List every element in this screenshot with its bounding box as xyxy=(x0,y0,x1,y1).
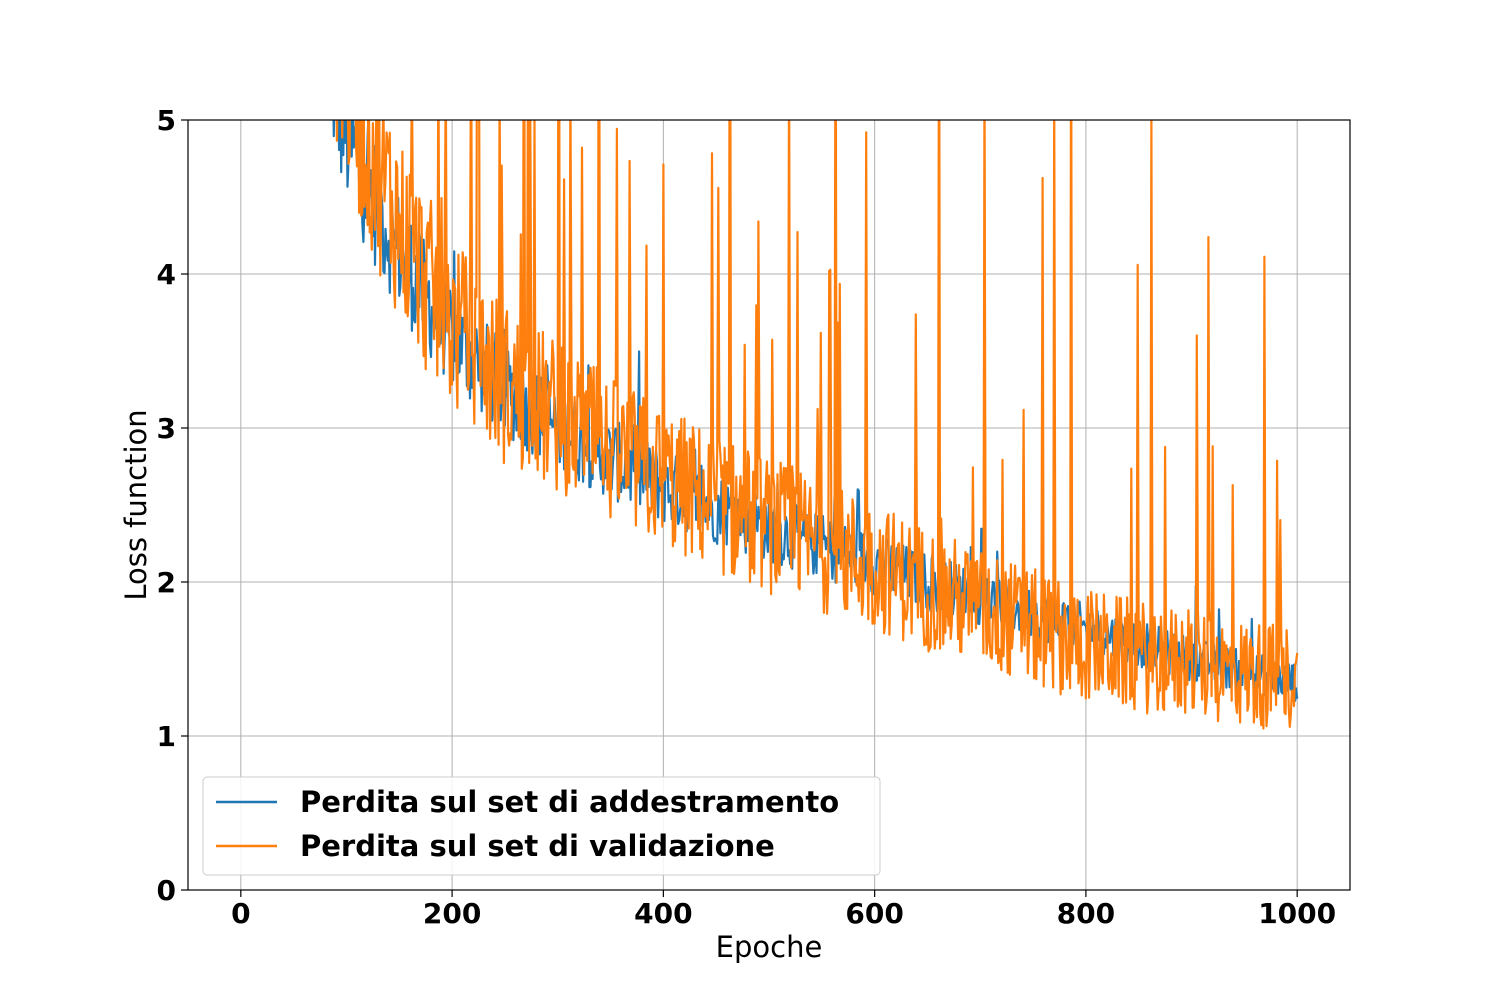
legend-label-train: Perdita sul set di addestramento xyxy=(300,785,839,819)
series-line-validation xyxy=(335,120,1299,730)
x-tick-label: 1000 xyxy=(1258,897,1336,930)
x-axis: 0 200 400 600 800 1000 xyxy=(231,890,1336,930)
y-tick-label: 0 xyxy=(157,874,176,907)
x-tick-label: 400 xyxy=(634,897,692,930)
y-tick-label: 4 xyxy=(157,258,176,291)
y-tick-label: 3 xyxy=(157,412,176,445)
legend-label-validation: Perdita sul set di validazione xyxy=(300,829,775,863)
legend-box xyxy=(202,776,881,876)
y-axis-label: Loss function xyxy=(119,409,153,600)
axes-frame xyxy=(187,119,1351,891)
x-tick-label: 0 xyxy=(231,897,250,930)
plot-area xyxy=(332,120,1299,730)
y-tick-label: 1 xyxy=(157,720,176,753)
x-tick-label: 600 xyxy=(845,897,903,930)
x-axis-label: Epoche xyxy=(716,930,823,964)
y-tick-label: 5 xyxy=(157,104,176,137)
legend: Perdita sul set di addestramento Perdita… xyxy=(202,776,881,876)
y-tick-label: 2 xyxy=(157,566,176,599)
x-tick-label: 800 xyxy=(1057,897,1115,930)
y-axis: 0 1 2 3 4 5 xyxy=(157,104,188,907)
x-tick-label: 200 xyxy=(423,897,481,930)
